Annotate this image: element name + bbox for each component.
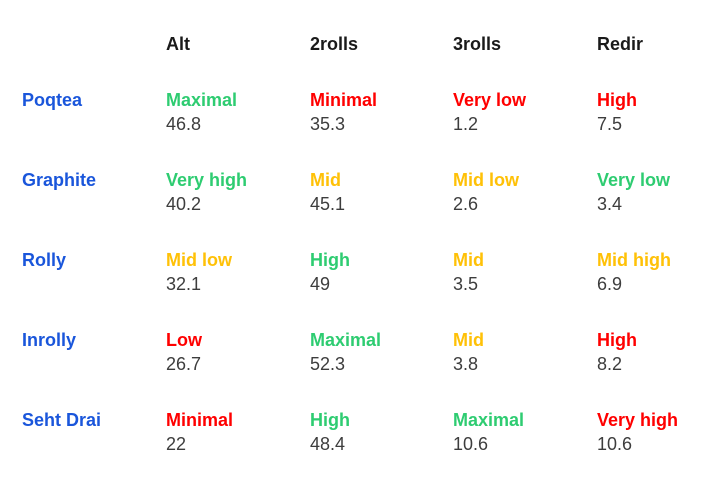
status-text: High: [597, 330, 637, 350]
status-text: High: [310, 250, 350, 270]
table-cell: Minimal 35.3: [310, 88, 453, 136]
column-header-3rolls: 3rolls: [453, 34, 502, 54]
table-cell: High 48.4: [310, 408, 453, 456]
status-text: Mid: [310, 170, 341, 190]
table-cell: Very high 10.6: [597, 408, 724, 456]
status-text: Mid low: [453, 170, 519, 190]
status-text: Mid low: [166, 250, 232, 270]
cell-value: 26.7: [166, 354, 202, 374]
table-cell: Mid 45.1: [310, 168, 453, 216]
status-text: Maximal: [310, 330, 382, 350]
table-row-inrolly: Inrolly Low 26.7 Maximal 52.3 Mid 3.8 Hi…: [22, 328, 724, 376]
status-text: High: [597, 90, 637, 110]
table-cell: Mid low 2.6: [453, 168, 597, 216]
column-header-alt: Alt: [166, 34, 190, 54]
status-text: Mid: [453, 330, 484, 350]
status-text: Very low: [453, 90, 527, 110]
row-label: Graphite: [22, 170, 97, 190]
status-text: Very high: [597, 410, 679, 430]
cell-value: 40.2: [166, 194, 202, 214]
cell-value: 22: [166, 434, 187, 454]
table-cell: Maximal 52.3: [310, 328, 453, 376]
status-text: Low: [166, 330, 202, 350]
cell-value: 32.1: [166, 274, 202, 294]
status-text: High: [310, 410, 350, 430]
table-cell: Mid 3.5: [453, 248, 597, 296]
status-text: Minimal: [310, 90, 378, 110]
cell-value: 46.8: [166, 114, 202, 134]
status-text: Maximal: [453, 410, 525, 430]
cell-value: 49: [310, 274, 331, 294]
table-row-poqtea: Poqtea Maximal 46.8 Minimal 35.3 Very lo…: [22, 88, 724, 136]
status-text: Maximal: [166, 90, 238, 110]
table-cell: Very low 1.2: [453, 88, 597, 136]
status-text: Very low: [597, 170, 671, 190]
column-header-redir: Redir: [597, 34, 644, 54]
table-cell: Minimal 22: [166, 408, 310, 456]
status-text: Mid high: [597, 250, 671, 270]
table-cell: Very low 3.4: [597, 168, 724, 216]
cell-value: 2.6: [453, 194, 479, 214]
cell-value: 6.9: [597, 274, 623, 294]
table-row-graphite: Graphite Very high 40.2 Mid 45.1 Mid low…: [22, 168, 724, 216]
table-cell: Mid high 6.9: [597, 248, 724, 296]
table-cell: High 49: [310, 248, 453, 296]
table-cell: Low 26.7: [166, 328, 310, 376]
cell-value: 52.3: [310, 354, 346, 374]
table-cell: Maximal 10.6: [453, 408, 597, 456]
cell-value: 48.4: [310, 434, 346, 454]
table-row-rolly: Rolly Mid low 32.1 High 49 Mid 3.5 Mid h…: [22, 248, 724, 296]
status-text: Minimal: [166, 410, 234, 430]
status-text: Mid: [453, 250, 484, 270]
cell-value: 10.6: [597, 434, 633, 454]
table-header-row: Alt 2rolls 3rolls Redir: [22, 32, 724, 56]
cell-value: 3.5: [453, 274, 479, 294]
table-cell: Mid low 32.1: [166, 248, 310, 296]
cell-value: 8.2: [597, 354, 623, 374]
cell-value: 3.4: [597, 194, 623, 214]
status-text: Very high: [166, 170, 248, 190]
row-label: Poqtea: [22, 90, 83, 110]
table-cell: Mid 3.8: [453, 328, 597, 376]
cell-value: 7.5: [597, 114, 623, 134]
table-cell: High 7.5: [597, 88, 724, 136]
column-header-2rolls: 2rolls: [310, 34, 359, 54]
cell-value: 35.3: [310, 114, 346, 134]
row-label: Seht Drai: [22, 410, 102, 430]
row-label: Rolly: [22, 250, 67, 270]
table-cell: High 8.2: [597, 328, 724, 376]
cell-value: 45.1: [310, 194, 346, 214]
row-label: Inrolly: [22, 330, 77, 350]
cell-value: 3.8: [453, 354, 479, 374]
table-cell: Very high 40.2: [166, 168, 310, 216]
cell-value: 1.2: [453, 114, 479, 134]
cell-value: 10.6: [453, 434, 489, 454]
table-cell: Maximal 46.8: [166, 88, 310, 136]
table-row-seht-drai: Seht Drai Minimal 22 High 48.4 Maximal 1…: [22, 408, 724, 456]
